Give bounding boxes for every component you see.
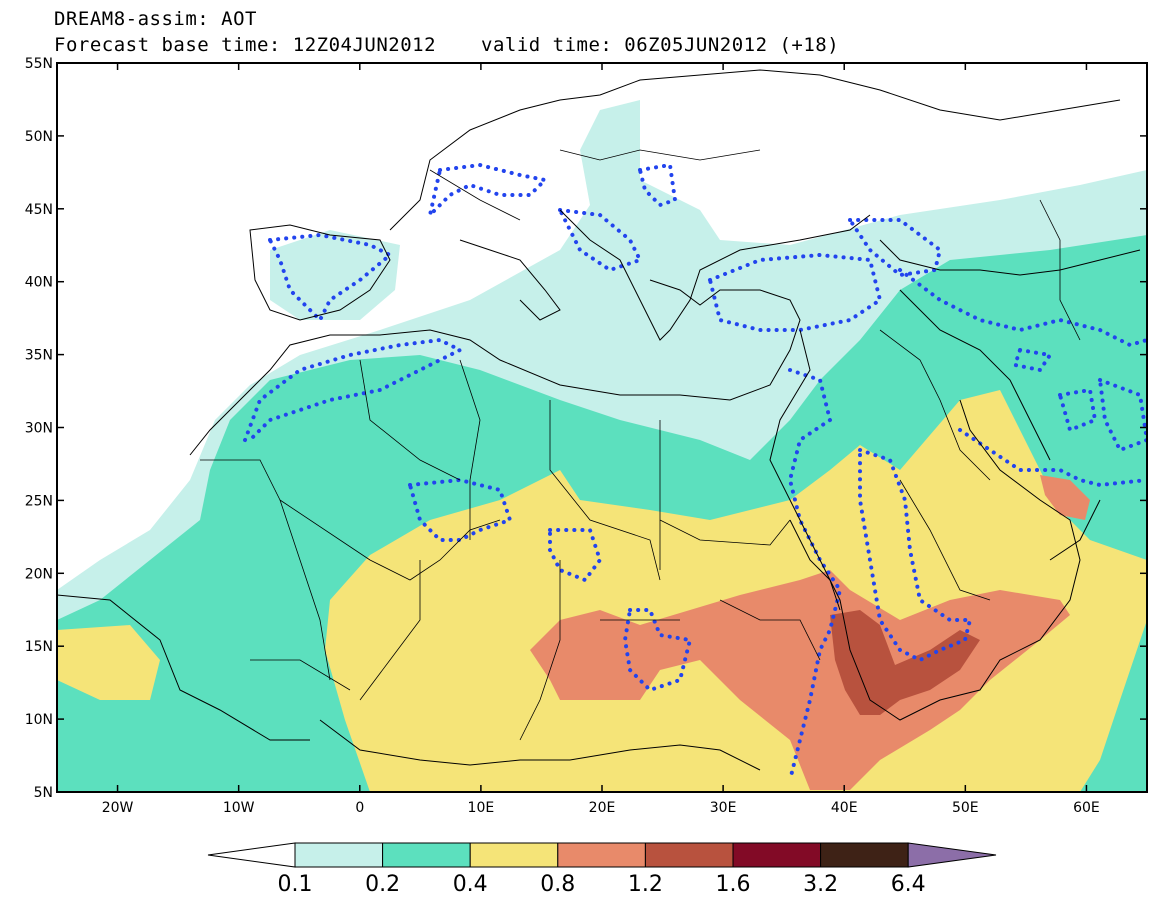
colorbar-label: 0.4 [453, 872, 488, 897]
coastlines [57, 69, 1141, 771]
colorbar-label: 0.2 [365, 872, 400, 897]
aot-band-1.2 [830, 610, 980, 715]
lat-tick-label: 35N [25, 348, 53, 364]
lon-tick-label: 30E [710, 800, 737, 816]
lon-tick-label: 50E [952, 800, 979, 816]
lon-tick-label: 60E [1073, 800, 1100, 816]
colorbar-segment [382, 842, 471, 868]
lat-tick-label: 20N [25, 566, 53, 582]
lat-tick-label: 5N [34, 785, 53, 801]
colorbar: 0.1 0.2 0.4 0.8 1.2 1.6 3.2 6.4 [207, 842, 997, 897]
colorbar-segment [469, 842, 559, 868]
chart-title: DREAM8-assim: AOT [54, 8, 257, 30]
colorbar-segment [557, 842, 646, 868]
colorbar-label: 0.8 [540, 872, 575, 897]
aot-band-0.1-north [270, 230, 400, 320]
longitude-axis: 20W 10W 0 10E 20E 30E 40E 50E 60E [102, 63, 1100, 816]
lon-tick-label: 20W [102, 800, 134, 816]
lat-tick-label: 40N [25, 275, 53, 291]
country-borders [200, 149, 1081, 741]
lon-tick-label: 20E [589, 800, 616, 816]
lat-tick-label: 30N [25, 421, 53, 437]
colorbar-segment [907, 842, 997, 868]
lat-tick-label: 50N [25, 129, 53, 145]
aot-band-0.8-gulf [1040, 475, 1090, 520]
colorbar-segment [294, 842, 384, 868]
valid-time: valid time: 06Z05JUN2012 (+18) [481, 34, 840, 56]
colorbar-label: 6.4 [891, 872, 926, 897]
colorbar-segment [820, 842, 909, 868]
lat-tick-label: 45N [25, 202, 53, 218]
forecast-base-time: Forecast base time: 12Z04JUN2012 [54, 34, 437, 56]
colorbar-segment [207, 842, 296, 868]
lat-tick-label: 15N [25, 639, 53, 655]
colorbar-label: 1.2 [628, 872, 663, 897]
aot-band-0.4-west [57, 625, 160, 700]
colorbar-label: 0.1 [278, 872, 313, 897]
lat-tick-label: 10N [25, 712, 53, 728]
aot-band-0.8 [530, 570, 1070, 790]
lon-tick-label: 10E [468, 800, 495, 816]
lat-tick-label: 55N [25, 56, 53, 72]
colorbar-label: 1.6 [716, 872, 751, 897]
lon-tick-label: 0 [355, 800, 364, 816]
colorbar-segment [644, 842, 734, 868]
lat-tick-label: 25N [25, 493, 53, 509]
lon-tick-label: 10W [223, 800, 255, 816]
colorbar-label: 3.2 [803, 872, 838, 897]
lon-tick-label: 40E [831, 800, 858, 816]
colorbar-segment [732, 842, 822, 868]
latitude-axis: 55N 50N 45N 40N 35N 30N 25N 20N 15N 10N 5N [25, 56, 1147, 801]
